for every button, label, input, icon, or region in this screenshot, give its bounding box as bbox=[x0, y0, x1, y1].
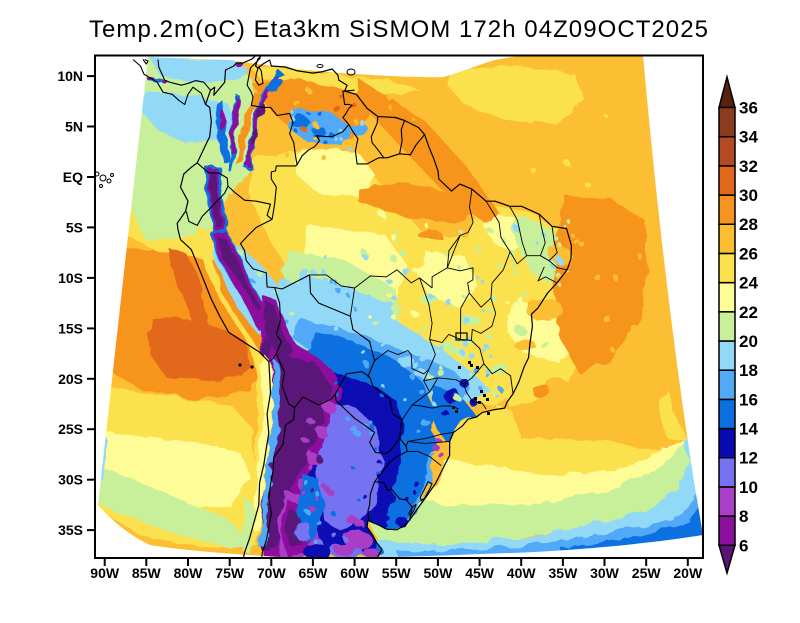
svg-text:35S: 35S bbox=[58, 522, 83, 538]
svg-text:22: 22 bbox=[739, 303, 758, 322]
svg-text:20: 20 bbox=[739, 332, 758, 351]
svg-text:6: 6 bbox=[739, 536, 748, 555]
svg-text:5S: 5S bbox=[66, 219, 83, 235]
svg-text:32: 32 bbox=[739, 157, 758, 176]
svg-text:20S: 20S bbox=[58, 371, 83, 387]
svg-text:30W: 30W bbox=[590, 565, 620, 581]
svg-text:8: 8 bbox=[739, 507, 748, 526]
svg-text:60W: 60W bbox=[340, 565, 370, 581]
svg-text:Temp.2m(oC) Eta3km SiSMOM 172h: Temp.2m(oC) Eta3km SiSMOM 172h 04Z09OCT2… bbox=[89, 16, 709, 43]
svg-text:16: 16 bbox=[739, 390, 758, 409]
svg-text:30S: 30S bbox=[58, 472, 83, 488]
svg-text:36: 36 bbox=[739, 99, 758, 118]
svg-text:65W: 65W bbox=[299, 565, 329, 581]
svg-text:55W: 55W bbox=[382, 565, 412, 581]
svg-text:40W: 40W bbox=[507, 565, 537, 581]
svg-text:20W: 20W bbox=[673, 565, 703, 581]
svg-text:5N: 5N bbox=[65, 119, 83, 135]
svg-text:70W: 70W bbox=[257, 565, 287, 581]
svg-text:28: 28 bbox=[739, 215, 758, 234]
svg-text:75W: 75W bbox=[215, 565, 245, 581]
svg-text:34: 34 bbox=[739, 128, 758, 147]
svg-text:26: 26 bbox=[739, 244, 758, 263]
svg-text:25W: 25W bbox=[632, 565, 662, 581]
svg-text:10N: 10N bbox=[57, 68, 83, 84]
svg-text:24: 24 bbox=[739, 274, 758, 293]
svg-text:14: 14 bbox=[739, 420, 758, 439]
svg-text:EQ: EQ bbox=[63, 169, 83, 185]
svg-text:45W: 45W bbox=[465, 565, 495, 581]
svg-text:30: 30 bbox=[739, 186, 758, 205]
svg-text:50W: 50W bbox=[424, 565, 454, 581]
svg-text:85W: 85W bbox=[132, 565, 162, 581]
svg-text:90W: 90W bbox=[90, 565, 120, 581]
svg-text:80W: 80W bbox=[174, 565, 204, 581]
svg-text:25S: 25S bbox=[58, 421, 83, 437]
svg-text:10: 10 bbox=[739, 478, 758, 497]
svg-text:35W: 35W bbox=[549, 565, 579, 581]
svg-text:15S: 15S bbox=[58, 320, 83, 336]
svg-text:18: 18 bbox=[739, 361, 758, 380]
svg-text:12: 12 bbox=[739, 449, 758, 468]
svg-text:10S: 10S bbox=[58, 270, 83, 286]
